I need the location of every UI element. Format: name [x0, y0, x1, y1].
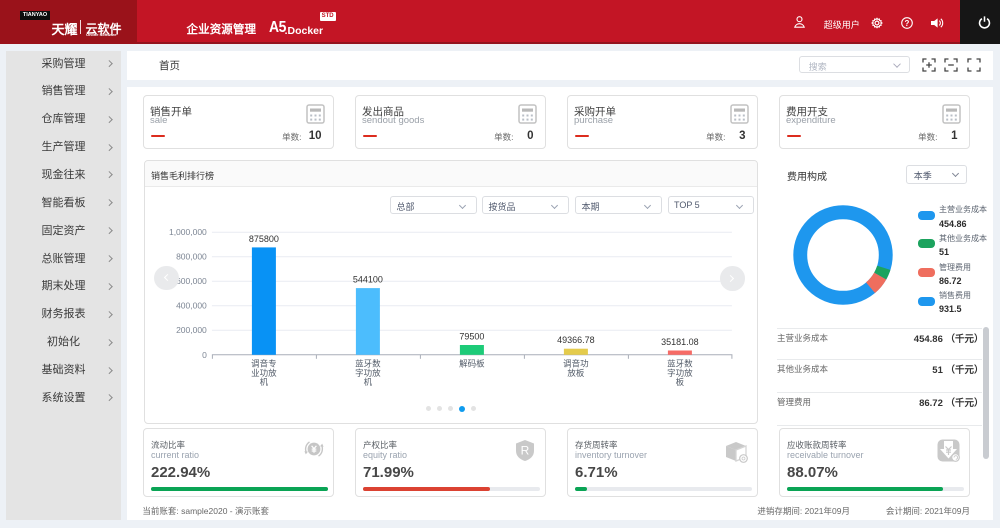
svg-text:1,000,000: 1,000,000 — [169, 227, 207, 237]
svg-text:蓝牙数: 蓝牙数 — [667, 359, 693, 369]
svg-text:机: 机 — [260, 377, 269, 387]
svg-text:蓝牙数: 蓝牙数 — [355, 359, 381, 369]
svg-text:调音功: 调音功 — [563, 359, 589, 369]
svg-text:800,000: 800,000 — [176, 252, 207, 262]
svg-text:200,000: 200,000 — [176, 325, 207, 335]
svg-text:79500: 79500 — [459, 332, 484, 342]
svg-text:解码板: 解码板 — [459, 359, 485, 369]
svg-text:49366.78: 49366.78 — [557, 335, 595, 345]
svg-text:400,000: 400,000 — [176, 301, 207, 311]
svg-text:544100: 544100 — [353, 275, 383, 285]
svg-text:35181.08: 35181.08 — [661, 337, 699, 347]
svg-text:调音专: 调音专 — [251, 359, 277, 369]
svg-text:875800: 875800 — [249, 234, 279, 244]
svg-text:0: 0 — [202, 350, 207, 360]
svg-text:字功放: 字功放 — [667, 368, 693, 378]
svg-text:字功放: 字功放 — [355, 368, 381, 378]
svg-text:业功放: 业功放 — [251, 368, 277, 378]
svg-text:放板: 放板 — [567, 368, 585, 378]
svg-text:?: ? — [904, 19, 909, 28]
svg-text:600,000: 600,000 — [176, 276, 207, 286]
svg-text:板: 板 — [676, 377, 685, 387]
svg-text:机: 机 — [364, 377, 373, 387]
svg-text:R: R — [521, 444, 530, 458]
